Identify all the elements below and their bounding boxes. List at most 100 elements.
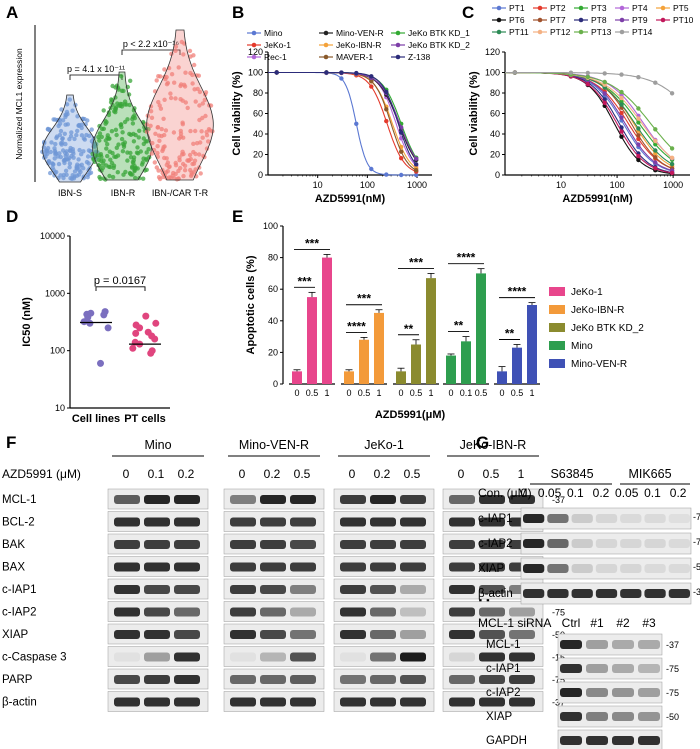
blot-band	[260, 607, 286, 617]
panel-a-point	[155, 125, 161, 130]
data-point	[653, 80, 658, 85]
legend-marker	[395, 30, 401, 36]
panel-f-western-blot: AZD5991 (μM) Mino 0 0.1 0.2 Mino-VEN-R 0 0.2 0.5…	[2, 438, 565, 712]
bar	[396, 371, 406, 384]
significance-bracket	[95, 286, 146, 291]
panel-a-point	[53, 141, 58, 147]
blot-band	[340, 697, 366, 707]
mw-marker: -75	[552, 675, 565, 685]
data-point	[619, 129, 624, 134]
protein-label: c-IAP2	[486, 687, 521, 699]
data-point	[512, 70, 518, 75]
panel-a-point	[131, 139, 137, 144]
panel-a-point	[132, 164, 137, 169]
protein-label: MCL-1	[486, 639, 521, 651]
panel-a-point	[141, 176, 146, 181]
panel-a-point	[96, 134, 101, 140]
legend-entry: Mino	[264, 28, 283, 38]
panel-a-point	[63, 122, 68, 127]
blot-band	[571, 514, 593, 523]
dose-label: Con. (μM)	[478, 486, 532, 500]
legend-marker	[619, 5, 625, 11]
panel-a-point	[72, 136, 77, 142]
blot-band	[571, 564, 593, 573]
panel-a-point	[153, 131, 158, 136]
y-tick-label: 40	[490, 129, 500, 139]
legend-marker	[496, 17, 502, 23]
panel-a-point	[179, 82, 184, 87]
data-point	[369, 79, 374, 84]
blot-band	[586, 688, 608, 697]
blot-band	[370, 630, 396, 639]
inhibitor-header: S63845	[550, 467, 593, 481]
cell-line-header: JeKo-1	[364, 438, 404, 452]
blot-band	[595, 589, 618, 598]
panel-a-point	[113, 127, 119, 132]
cell-line-header: Mino-VEN-R	[239, 438, 309, 452]
protein-label: c-IAP1	[2, 584, 37, 596]
panel-a-point	[67, 161, 73, 166]
blot-band	[400, 652, 426, 662]
series-line-JeKo-1	[268, 71, 417, 172]
significance-stars: ****	[347, 319, 366, 333]
panel-a-point	[197, 89, 203, 95]
blot-band	[547, 589, 569, 598]
data-point	[636, 75, 641, 80]
series-line-Z-138	[268, 71, 417, 165]
data-point	[148, 347, 156, 355]
bar	[527, 305, 537, 384]
panel-a-point	[57, 151, 62, 156]
panel-a-point	[173, 44, 179, 49]
y-tick-label: 60	[268, 284, 278, 294]
blot-band	[644, 589, 666, 598]
blot-band	[230, 517, 256, 527]
panel-a-point	[136, 135, 141, 140]
blot-band	[144, 540, 170, 549]
panel-a-point	[49, 140, 54, 145]
panel-a-point	[200, 115, 205, 121]
panel-a-point	[134, 150, 140, 155]
protein-label: c-IAP2	[2, 607, 37, 619]
panel-a-point	[127, 102, 132, 108]
y-tick-label: 0	[273, 379, 278, 389]
dose-label: 1	[324, 388, 329, 398]
protein-label: XIAP	[2, 629, 29, 641]
data-point	[619, 110, 624, 116]
blot-band	[586, 712, 608, 721]
legend-marker	[251, 54, 257, 60]
mw-marker: -50	[693, 562, 700, 572]
panel-a-xtick-3: IBN-/CAR T-R	[152, 188, 209, 198]
panel-a-point	[64, 152, 70, 157]
y-tick-label: 80	[253, 88, 263, 98]
bar	[476, 273, 486, 384]
significance-stars: ***	[409, 255, 423, 269]
blot-band	[638, 736, 660, 745]
panel-a-point	[74, 164, 79, 169]
panel-a-point	[152, 160, 157, 165]
data-point	[129, 344, 137, 352]
blot-band	[370, 697, 396, 707]
lane-label: #1	[590, 616, 604, 630]
panel-a-point	[164, 82, 170, 87]
dose-label: 0.5	[475, 388, 488, 398]
panel-a-point	[120, 130, 125, 135]
panel-a-point	[58, 128, 64, 134]
panel-a-point	[60, 136, 65, 142]
panel-a-point	[114, 145, 120, 150]
blot-band	[560, 712, 582, 721]
panel-a-point	[125, 158, 130, 163]
blot-band	[595, 539, 618, 548]
dose-value: 0.2	[593, 486, 610, 500]
series-line-PT10	[505, 71, 672, 174]
protein-label: XIAP	[486, 711, 513, 723]
panel-a-point	[204, 129, 209, 135]
panel-a-point	[51, 162, 56, 167]
significance-stars: **	[454, 319, 464, 333]
mw-marker: -37	[693, 587, 700, 597]
dose-value: 0	[521, 486, 528, 500]
x-axis-label: AZD5991(nM)	[562, 193, 633, 205]
panel-a-point	[109, 97, 114, 102]
blot-band	[260, 585, 286, 594]
blot-band	[174, 495, 200, 504]
panel-a-point	[69, 153, 74, 159]
